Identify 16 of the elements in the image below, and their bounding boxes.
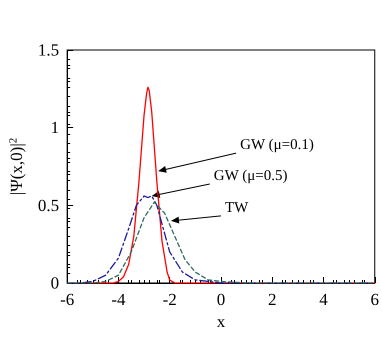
annotation: GW (μ=0.1) (240, 137, 314, 154)
y-tick-label: 0 (50, 274, 60, 292)
x-tick-label: -6 (60, 290, 74, 309)
y-tick-label: 0.5 (38, 196, 60, 215)
annotation: TW (224, 200, 250, 216)
annotation: GW (μ=0.5) (214, 168, 288, 184)
y-tick-label: 1.5 (38, 40, 60, 60)
y-axis-title: |Ψ(x,0)|2 (7, 138, 26, 196)
x-axis-title: x (216, 312, 226, 331)
x-tick-label: 4 (319, 290, 328, 309)
x-tick-label: -4 (111, 290, 126, 309)
x-tick-label: 2 (268, 290, 276, 309)
x-tick-label: 6 (370, 290, 379, 309)
y-tick-label: 1 (50, 118, 60, 138)
x-tick-label: 0 (216, 290, 226, 309)
x-tick-label: -2 (162, 290, 177, 309)
